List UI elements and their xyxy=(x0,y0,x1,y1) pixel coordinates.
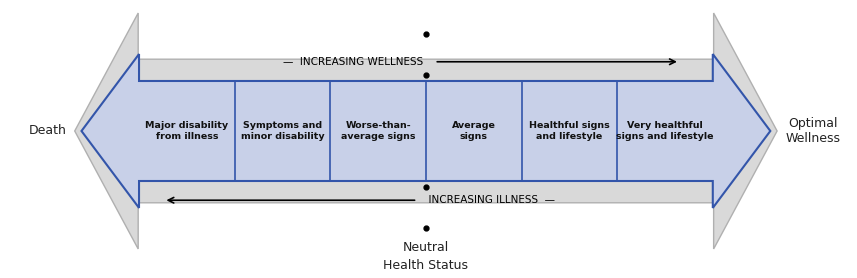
Text: Worse-than-
average signs: Worse-than- average signs xyxy=(341,121,416,141)
Text: Major disability
from illness: Major disability from illness xyxy=(146,121,229,141)
Text: Healthful signs
and lifestyle: Healthful signs and lifestyle xyxy=(529,121,609,141)
Text: Symptoms and
minor disability: Symptoms and minor disability xyxy=(241,121,324,141)
Text: —  INCREASING WELLNESS: — INCREASING WELLNESS xyxy=(284,57,430,67)
Text: Death: Death xyxy=(28,125,66,138)
Text: Optimal
Wellness: Optimal Wellness xyxy=(786,117,841,145)
Text: Neutral
Health Status: Neutral Health Status xyxy=(383,241,469,272)
Polygon shape xyxy=(81,54,770,208)
Polygon shape xyxy=(75,13,777,249)
Text: Very healthful
signs and lifestyle: Very healthful signs and lifestyle xyxy=(616,121,714,141)
Text: Average
signs: Average signs xyxy=(452,121,495,141)
Text: INCREASING ILLNESS  —: INCREASING ILLNESS — xyxy=(422,195,554,205)
